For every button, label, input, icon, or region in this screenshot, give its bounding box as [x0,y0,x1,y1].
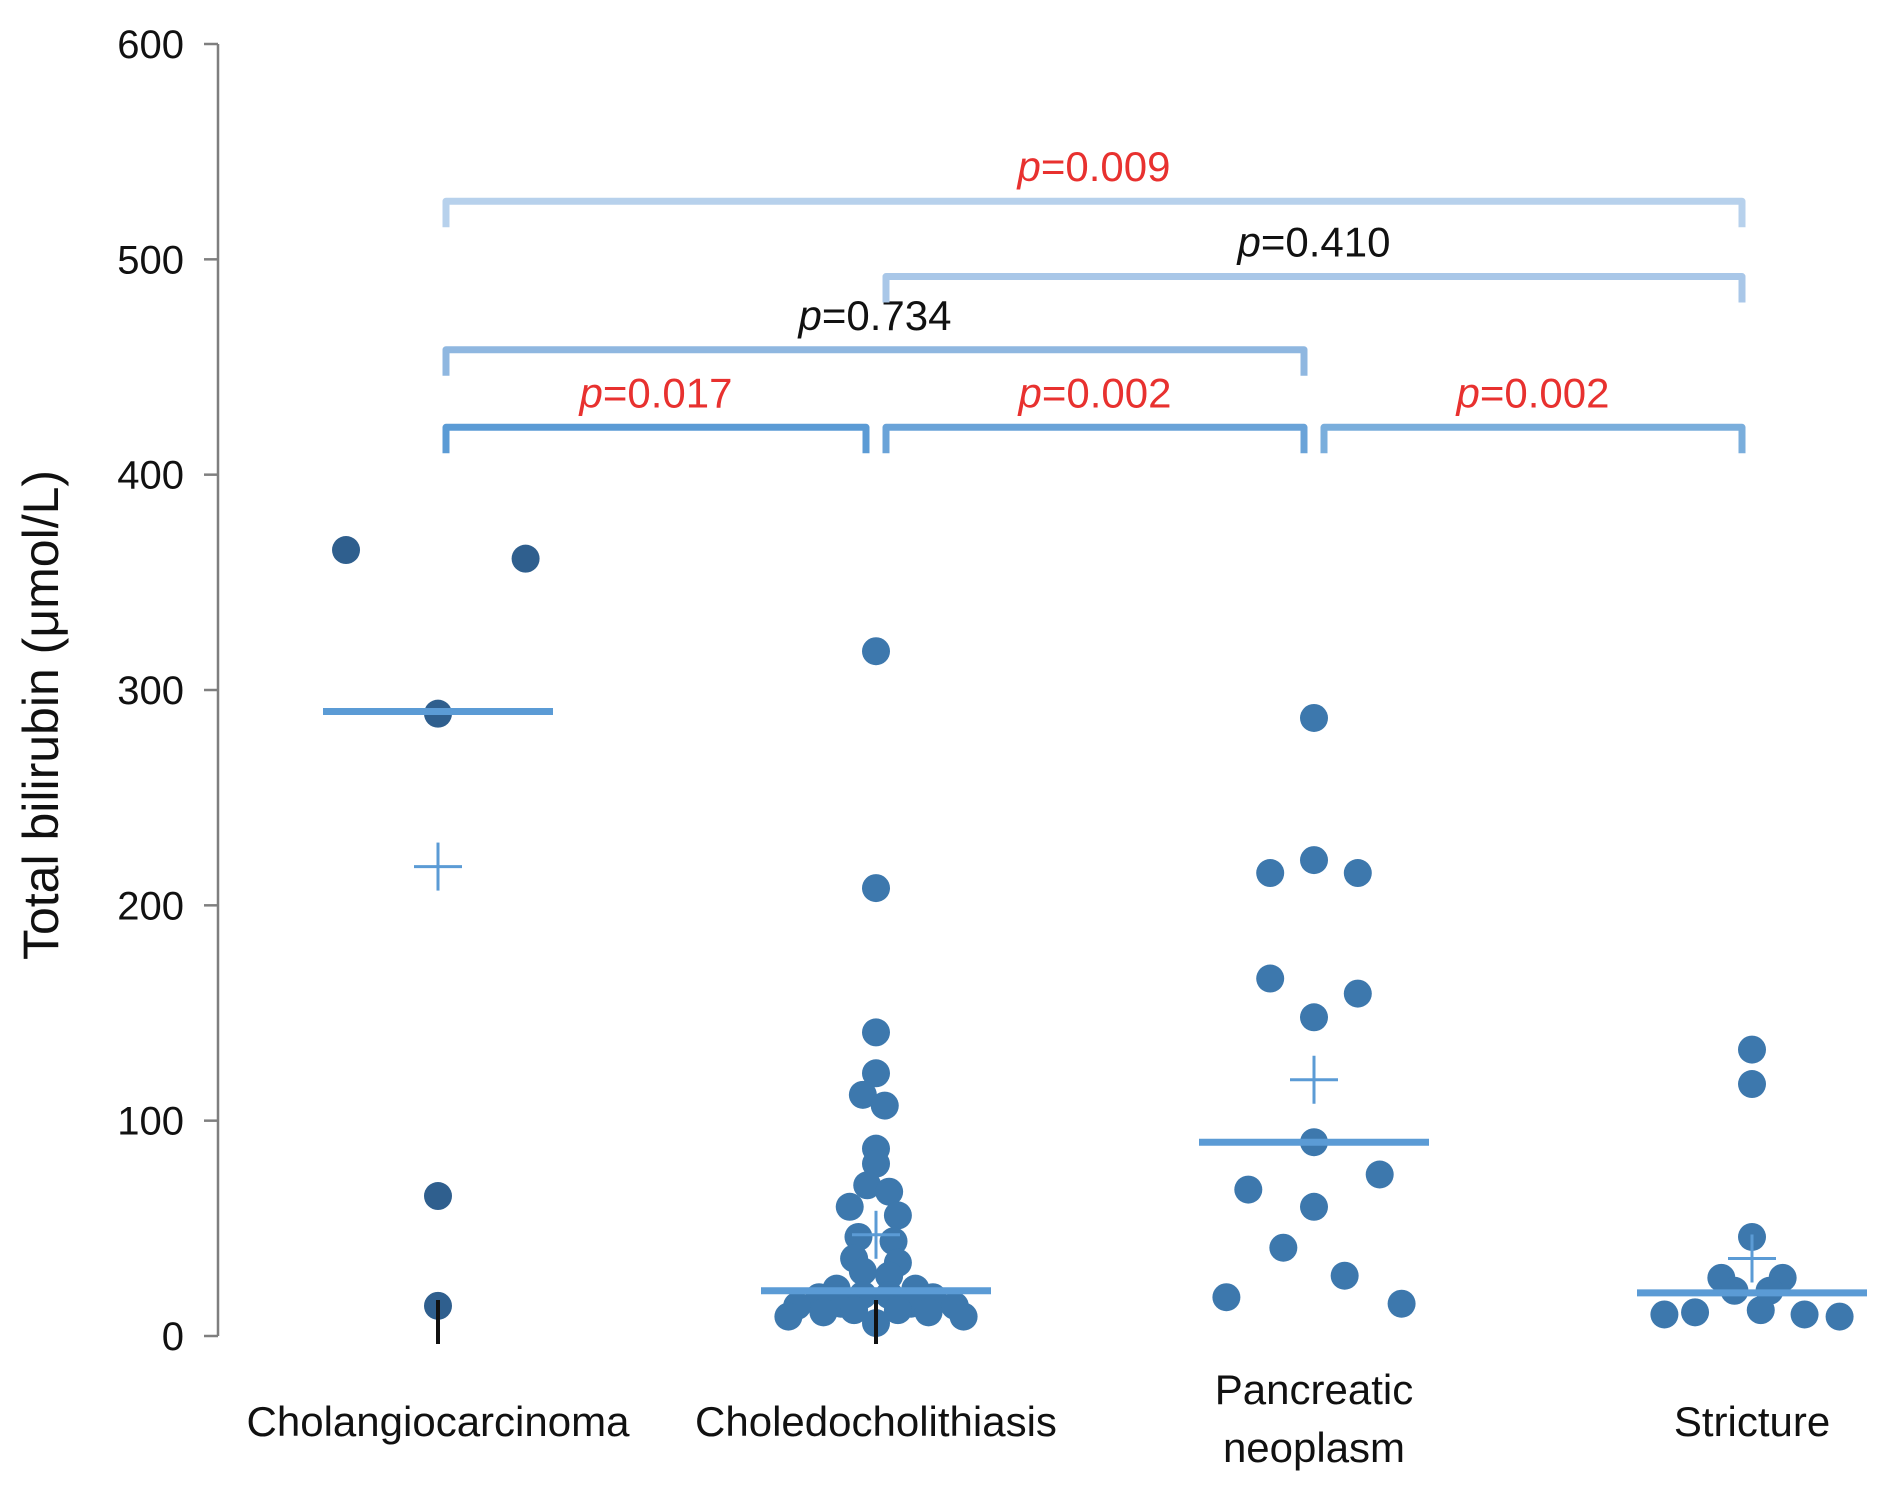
data-point [862,874,890,903]
y-axis-label: Total bilirubin (μmol/L) [13,470,69,960]
data-point [1387,1289,1416,1318]
p-value: =0.002 [1480,369,1610,416]
data-point [1365,1160,1394,1189]
data-point [1300,846,1328,875]
data-point [875,1261,904,1290]
p-symbol: p [797,292,822,339]
data-point [883,1296,912,1325]
data-point [840,1296,869,1325]
p-symbol: p [1017,369,1042,416]
comparison-bracket [882,423,1308,454]
data-point [1790,1300,1819,1329]
y-tick-label: 600 [117,23,184,67]
data-point [1746,1296,1775,1325]
y-tick-label: 0 [162,1315,184,1359]
data-point [1343,979,1372,1008]
data-point [332,536,361,565]
y-axis: 0 100 200 300 400 500 600 [117,23,220,1359]
data-point [914,1298,943,1327]
comparison-brackets: p=0.017 p=0.002 p=0.002p=0.734p=0.410p=0.0… [442,143,1746,454]
data-point [835,1192,864,1221]
p-value: =0.017 [603,369,733,416]
data-point [511,544,540,573]
data-point [1212,1283,1241,1312]
data-point [853,1171,882,1200]
comparison-bracket [442,423,870,454]
data-point [1681,1298,1710,1327]
data-point [1738,1070,1766,1099]
category-label: Choledocholithiasis [695,1398,1057,1445]
x-axis-labels: Cholangiocarcinoma Choledocholithiasis Pan… [247,1366,1831,1471]
data-point [862,1149,890,1178]
y-tick-label: 500 [117,238,184,282]
data-point [1234,1175,1263,1204]
comparison-bracket [442,197,1746,228]
p-value: =0.410 [1261,219,1391,266]
data-point [862,1059,890,1088]
comparison-bracket [442,346,1308,376]
category-label: neoplasm [1223,1424,1405,1471]
data-point [1300,1003,1328,1032]
y-tick-label: 100 [117,1100,184,1144]
p-value-label: p=0.017 [578,369,733,416]
y-tick-label: 400 [117,454,184,498]
p-symbol: p [1236,219,1261,266]
summary-markers [323,708,1867,1344]
data-point [1825,1302,1854,1331]
comparison-bracket [882,273,1746,303]
p-value: =0.002 [1042,369,1172,416]
data-point [1738,1035,1766,1064]
data-point [870,1091,899,1120]
data-point [1330,1261,1359,1290]
data-point [809,1298,838,1327]
data-point [848,1257,877,1286]
category-label: Cholangiocarcinoma [247,1398,631,1445]
data-point [424,1182,452,1211]
data-point [883,1201,912,1230]
data-point [774,1302,803,1331]
p-symbol: p [1016,143,1041,190]
p-symbol: p [578,369,603,416]
p-value-label: p=0.002 [1017,369,1172,416]
data-point [1343,859,1372,888]
data-point [862,1018,890,1047]
p-value-label: p=0.002 [1455,369,1610,416]
data-point [875,1177,904,1206]
data-point [1256,859,1285,888]
data-point [1300,703,1328,732]
data-points [332,536,1854,1338]
p-value-label: p=0.410 [1236,219,1391,266]
data-point [844,1222,873,1251]
p-value-label: p=0.009 [1016,143,1171,190]
category-label: Pancreatic [1215,1366,1413,1413]
category-label: Stricture [1674,1398,1830,1445]
comparison-bracket [1320,423,1746,454]
data-point [848,1080,877,1109]
p-value: =0.009 [1041,143,1171,190]
data-point [1269,1233,1298,1262]
data-point [1300,1192,1328,1221]
y-tick-label: 200 [117,884,184,928]
data-point [1256,964,1285,993]
data-point [862,637,890,666]
data-point [1650,1300,1679,1329]
y-tick-label: 300 [117,669,184,713]
p-value-label: p=0.734 [797,292,952,339]
data-point [949,1302,978,1331]
p-symbol: p [1455,369,1480,416]
